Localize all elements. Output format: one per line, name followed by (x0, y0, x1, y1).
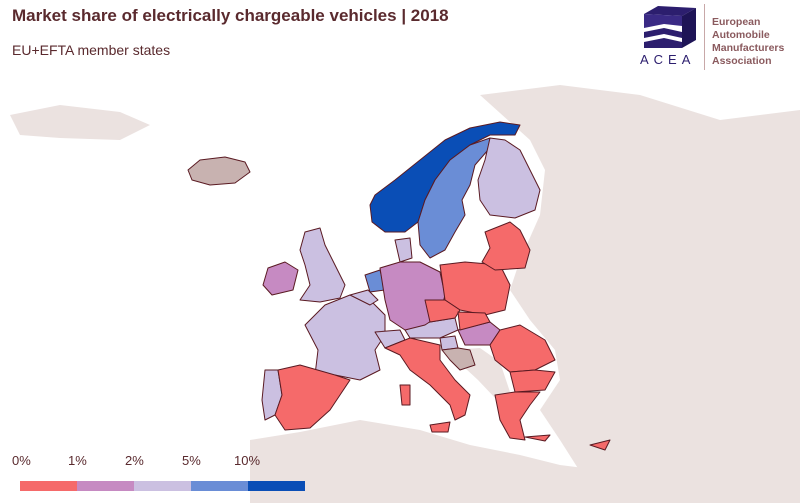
country-gb[interactable] (299, 227, 346, 303)
country-es[interactable] (274, 364, 351, 431)
country-no[interactable] (369, 121, 521, 233)
acea-cube-icon (644, 6, 696, 48)
country-sard[interactable] (399, 384, 411, 406)
legend-swatch (20, 481, 77, 491)
country-fi[interactable] (477, 137, 541, 219)
legend-color-scale (20, 481, 305, 491)
country-ro[interactable] (489, 324, 556, 373)
country-se[interactable] (417, 137, 491, 259)
acea-logo: ACEA European Automobile Manufacturers A… (636, 4, 796, 74)
country-cz[interactable] (424, 299, 461, 323)
legend-label: 10% (234, 453, 261, 468)
legend-label: 2% (125, 453, 144, 468)
legend-swatch (134, 481, 191, 491)
background-land (10, 85, 800, 503)
country-baltic[interactable] (481, 221, 531, 271)
legend-label: 5% (182, 453, 201, 468)
country-be[interactable] (349, 289, 379, 306)
country-is[interactable] (187, 156, 251, 186)
country-ie[interactable] (262, 261, 299, 296)
country-it[interactable] (384, 337, 471, 421)
country-bg[interactable] (509, 369, 556, 393)
legend-label: 1% (68, 453, 87, 468)
countries-layer (187, 121, 611, 451)
country-cy[interactable] (589, 439, 611, 451)
chart-title: Market share of electrically chargeable … (12, 6, 449, 25)
country-sk[interactable] (457, 311, 491, 331)
acea-acronym: ACEA (640, 52, 696, 67)
country-dk[interactable] (394, 237, 413, 263)
acea-full-name: European Automobile Manufacturers Associ… (712, 16, 784, 68)
legend-swatch (248, 481, 305, 491)
logo-line: Manufacturers (712, 42, 785, 54)
logo-line: European (712, 16, 761, 28)
country-hr[interactable] (441, 347, 476, 371)
legend-label: 0% (12, 453, 31, 468)
legend-swatch (77, 481, 134, 491)
country-fr[interactable] (304, 294, 386, 381)
logo-divider (704, 4, 705, 70)
country-gr[interactable] (494, 391, 541, 441)
country-crete[interactable] (524, 434, 551, 442)
logo-line: Automobile (712, 29, 770, 41)
country-sic[interactable] (429, 421, 451, 433)
legend-swatch (191, 481, 248, 491)
chart-subtitle: EU+EFTA member states (12, 42, 171, 58)
logo-line: Association (712, 55, 772, 67)
